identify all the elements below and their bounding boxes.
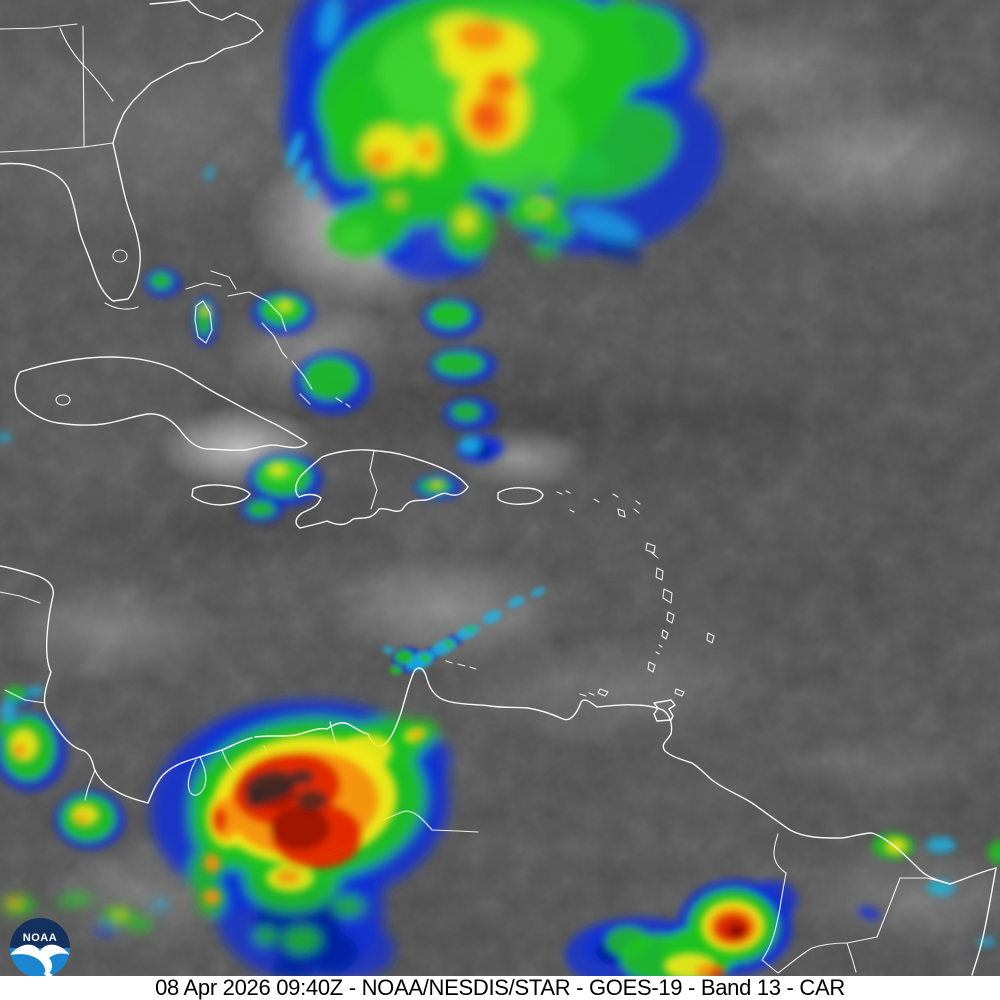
border-costa-rica-panama: [84, 769, 96, 801]
border-honduras-nicaragua: [0, 591, 41, 604]
coastline-central-america: [0, 565, 253, 804]
noaa-logo: NOAA: [10, 918, 70, 978]
noaa-seagull-icon: [10, 944, 70, 976]
trinidad: [653, 699, 676, 722]
coastline-jamaica: [191, 484, 251, 506]
isle-of-youth: [55, 394, 71, 406]
noaa-logo-sky: [10, 918, 70, 948]
dominica: [655, 567, 664, 581]
border-fl-al: [0, 142, 114, 153]
coastline-guianas-east: [971, 867, 997, 976]
border-nc-sc: [0, 23, 78, 30]
map-and-convection-overlay: [0, 0, 1000, 976]
abc-islands: [445, 660, 595, 697]
st-lucia: [666, 611, 675, 624]
convection-costa-rica-cells: [0, 686, 126, 850]
barbados: [706, 632, 715, 644]
florida-keys: [104, 302, 139, 310]
coastline-puerto-rico: [497, 487, 544, 505]
st-vincent-grenadines: [655, 629, 669, 655]
border-al-ga: [82, 25, 85, 148]
margarita: [597, 688, 609, 697]
bahamas-eleuthera: [227, 291, 287, 332]
bahamas-long-island: [291, 360, 313, 390]
convection-bahamas-antilles-cells: [0, 131, 548, 523]
coastlines-and-borders: [0, 0, 997, 976]
noaa-logo-text: NOAA: [23, 932, 57, 944]
caption-bar: 08 Apr 2026 09:40Z - NOAA/NESDIS/STAR - …: [0, 976, 1000, 1000]
tobago: [674, 688, 685, 697]
convection-venezuela-storm: [565, 833, 1000, 976]
bahamas-abaco: [210, 270, 237, 290]
border-nicaragua-costa-rica: [4, 689, 46, 704]
border-venezuela-guyana-brazil: [761, 833, 951, 974]
coastline-hispaniola: [295, 449, 469, 529]
bahamas-grand-bahama: [185, 282, 222, 290]
virgin-islands: [556, 490, 600, 513]
border-ga-sc: [59, 27, 114, 102]
grenada: [647, 661, 656, 673]
convection-cold-cores: [203, 727, 765, 976]
bahamas-ragged: [299, 393, 351, 408]
bahamas-andros: [194, 300, 213, 344]
bahamas-cat-island: [261, 322, 288, 359]
lake-okeechobee: [112, 249, 128, 263]
border-haiti-dr: [369, 450, 378, 510]
guadeloupe: [645, 542, 659, 559]
coastline-cuba: [14, 356, 308, 451]
lesser-antilles-north: [612, 493, 641, 518]
convection-north-atlantic-system: [282, 0, 722, 280]
caption-text: 08 Apr 2026 09:40Z - NOAA/NESDIS/STAR - …: [155, 975, 845, 1000]
martinique: [662, 588, 673, 604]
convection-venezuela-coastal-streak: [383, 587, 546, 675]
